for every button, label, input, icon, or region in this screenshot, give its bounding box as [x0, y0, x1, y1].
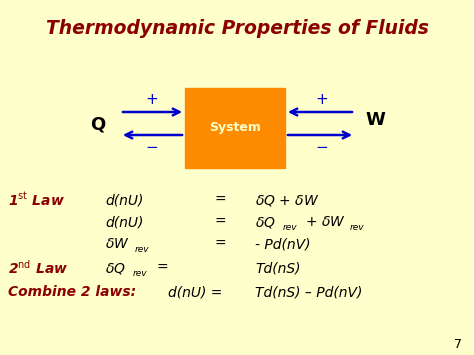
Text: +: + — [316, 93, 328, 108]
Text: + $\delta$W: + $\delta$W — [305, 215, 346, 229]
Text: 1$^{\mathsf{st}}$ Law: 1$^{\mathsf{st}}$ Law — [8, 191, 65, 209]
Text: $\delta$Q + $\delta$W: $\delta$Q + $\delta$W — [255, 192, 319, 208]
Text: rev: rev — [283, 223, 298, 231]
Text: =: = — [215, 237, 227, 251]
Text: =: = — [215, 193, 227, 207]
Text: - Pd(nV): - Pd(nV) — [255, 237, 310, 251]
Text: rev: rev — [135, 245, 150, 253]
Text: =: = — [215, 215, 227, 229]
Text: −: − — [146, 141, 158, 155]
Text: 2$^{\mathsf{nd}}$ Law: 2$^{\mathsf{nd}}$ Law — [8, 259, 68, 277]
Bar — [185, 88, 285, 168]
Text: −: − — [316, 141, 328, 155]
Text: Thermodynamic Properties of Fluids: Thermodynamic Properties of Fluids — [46, 18, 428, 38]
Text: d(nU) =: d(nU) = — [168, 285, 222, 299]
Text: System: System — [209, 121, 261, 135]
Text: Td(nS) – Pd(nV): Td(nS) – Pd(nV) — [255, 285, 363, 299]
Text: d(nU): d(nU) — [105, 215, 143, 229]
Text: 7: 7 — [454, 339, 462, 351]
Text: Q: Q — [91, 115, 106, 133]
Text: Td(nS): Td(nS) — [255, 261, 301, 275]
Text: d(nU): d(nU) — [105, 193, 143, 207]
Text: $\delta$Q: $\delta$Q — [105, 261, 126, 275]
Text: $\delta$Q: $\delta$Q — [255, 214, 276, 229]
Text: W: W — [365, 111, 385, 129]
Text: =: = — [157, 261, 169, 275]
Text: rev: rev — [350, 223, 365, 231]
Text: Combine 2 laws:: Combine 2 laws: — [8, 285, 136, 299]
Text: $\delta$W: $\delta$W — [105, 237, 130, 251]
Text: +: + — [146, 93, 158, 108]
Text: rev: rev — [133, 268, 147, 278]
